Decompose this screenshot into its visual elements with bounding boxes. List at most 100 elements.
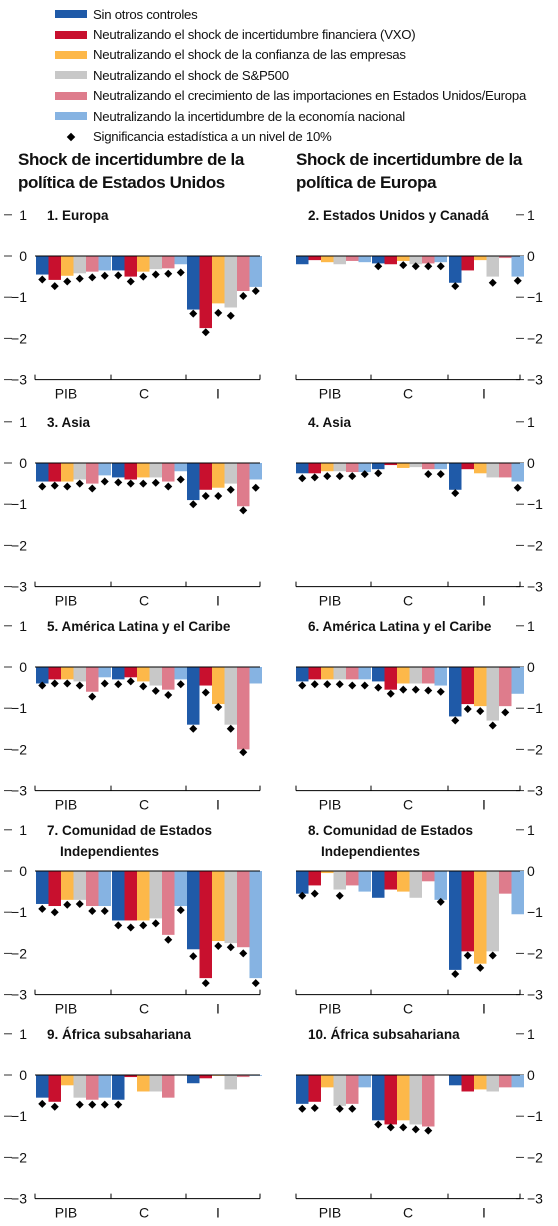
y-tick-label: −2 [527, 1149, 543, 1165]
significance-marker [348, 681, 357, 690]
bar-i-series-1 [187, 1075, 200, 1084]
bar-pib-series-5 [86, 871, 99, 907]
legend-swatch [55, 30, 87, 39]
bar-i-series-6 [249, 256, 262, 287]
significance-marker [335, 472, 344, 481]
y-tick-label: −3 [527, 579, 543, 595]
x-tick-label: I [216, 1001, 220, 1017]
bar-pib-series-4 [73, 871, 86, 900]
significance-marker [50, 679, 59, 688]
significance-marker [38, 904, 47, 913]
significance-marker [151, 919, 160, 928]
significance-marker [451, 716, 460, 725]
x-tick-label: C [139, 386, 149, 402]
bar-i-series-6 [511, 1075, 524, 1088]
bar-pib-series-1 [36, 463, 49, 482]
panel-title: 10. África subsahariana [308, 1027, 460, 1042]
bar-i-series-5 [499, 1075, 512, 1088]
bar-pib-series-3 [321, 463, 334, 472]
column-title-us: Shock de incertidumbre de la política de… [18, 150, 244, 192]
y-tick-label: −3 [527, 1191, 543, 1207]
significance-marker [251, 287, 260, 296]
significance-marker [164, 482, 173, 491]
bar-i-series-5 [499, 667, 512, 707]
bar-pib-series-4 [333, 667, 346, 680]
significance-marker [476, 707, 485, 716]
x-tick-label: I [482, 1205, 486, 1221]
bar-pib-series-5 [86, 667, 99, 692]
significance-marker [126, 277, 135, 286]
bar-i-series-3 [474, 667, 487, 707]
y-tick-label: −3 [11, 987, 27, 1003]
significance-marker [176, 475, 185, 484]
significance-marker [139, 682, 148, 691]
bar-pib-series-2 [48, 256, 61, 280]
x-tick-label: I [216, 1205, 220, 1221]
bar-pib-series-1 [36, 256, 49, 275]
bar-pib-series-2 [48, 871, 61, 907]
y-tick-label: −3 [11, 1191, 27, 1207]
significance-marker [201, 328, 210, 337]
significance-marker [310, 473, 319, 482]
bar-c-series-5 [422, 256, 435, 264]
y-tick-label: −3 [527, 987, 543, 1003]
y-tick-label: 0 [19, 863, 27, 879]
bar-pib-series-1 [36, 1075, 49, 1098]
panel-title: 7. Comunidad de Estados Independientes [47, 823, 212, 859]
significance-marker [201, 688, 210, 697]
significance-marker [100, 906, 109, 915]
bar-i-series-4 [224, 871, 237, 944]
significance-marker [463, 705, 472, 714]
significance-marker [63, 900, 72, 909]
significance-marker [63, 277, 72, 286]
legend-item-sp500: Neutralizando el shock de S&P500 [55, 65, 526, 85]
bar-pib-series-4 [333, 871, 346, 890]
bar-pib-series-5 [86, 256, 99, 272]
bar-i-series-5 [499, 256, 512, 259]
legend-label: Neutralizando el crecimiento de las impo… [93, 88, 527, 104]
significance-marker [164, 691, 173, 700]
significance-marker [100, 477, 109, 486]
bar-i-series-6 [511, 256, 524, 277]
bar-pib-series-3 [61, 871, 74, 900]
bar-pib-series-2 [308, 256, 321, 261]
significance-marker [399, 1123, 408, 1132]
significance-marker [139, 272, 148, 281]
significance-marker [335, 891, 344, 900]
significance-marker [298, 1104, 307, 1113]
significance-marker [513, 276, 522, 285]
panel-7: 1 0 −1 −2 −3 7. Comunidad de Estados Independi… [4, 822, 262, 1017]
bar-pib-series-6 [358, 871, 371, 892]
bar-c-series-2 [124, 463, 137, 480]
significance-marker [360, 470, 369, 479]
bar-c-series-4 [149, 871, 162, 919]
bar-c-series-2 [124, 1075, 137, 1078]
significance-marker [176, 906, 185, 915]
significance-marker [176, 268, 185, 277]
bar-c-series-1 [372, 871, 385, 898]
bar-pib-series-5 [346, 667, 359, 680]
panel-title: 1. Europa [47, 208, 109, 223]
y-tick-label: −3 [527, 372, 543, 388]
bar-c-series-5 [162, 667, 175, 690]
bar-i-series-5 [237, 871, 250, 948]
bar-c-series-2 [124, 871, 137, 921]
bar-c-series-4 [149, 667, 162, 686]
significance-marker [226, 943, 235, 952]
legend-label: Significancia estadística a un nivel de … [93, 129, 332, 145]
significance-marker [75, 274, 84, 283]
significance-marker [226, 311, 235, 320]
y-tick-label: 0 [19, 455, 27, 471]
significance-marker [88, 1100, 97, 1109]
significance-marker [189, 500, 198, 509]
x-tick-label: C [403, 386, 413, 402]
bar-pib-series-3 [321, 667, 334, 680]
bar-c-series-1 [372, 667, 385, 682]
bar-pib-series-4 [333, 463, 346, 472]
y-tick-label: 0 [527, 455, 535, 471]
y-tick-label: −1 [11, 1108, 27, 1124]
significance-marker [411, 262, 420, 271]
significance-marker [374, 1120, 383, 1129]
legend-swatch [55, 91, 87, 100]
bar-c-series-2 [124, 667, 137, 678]
